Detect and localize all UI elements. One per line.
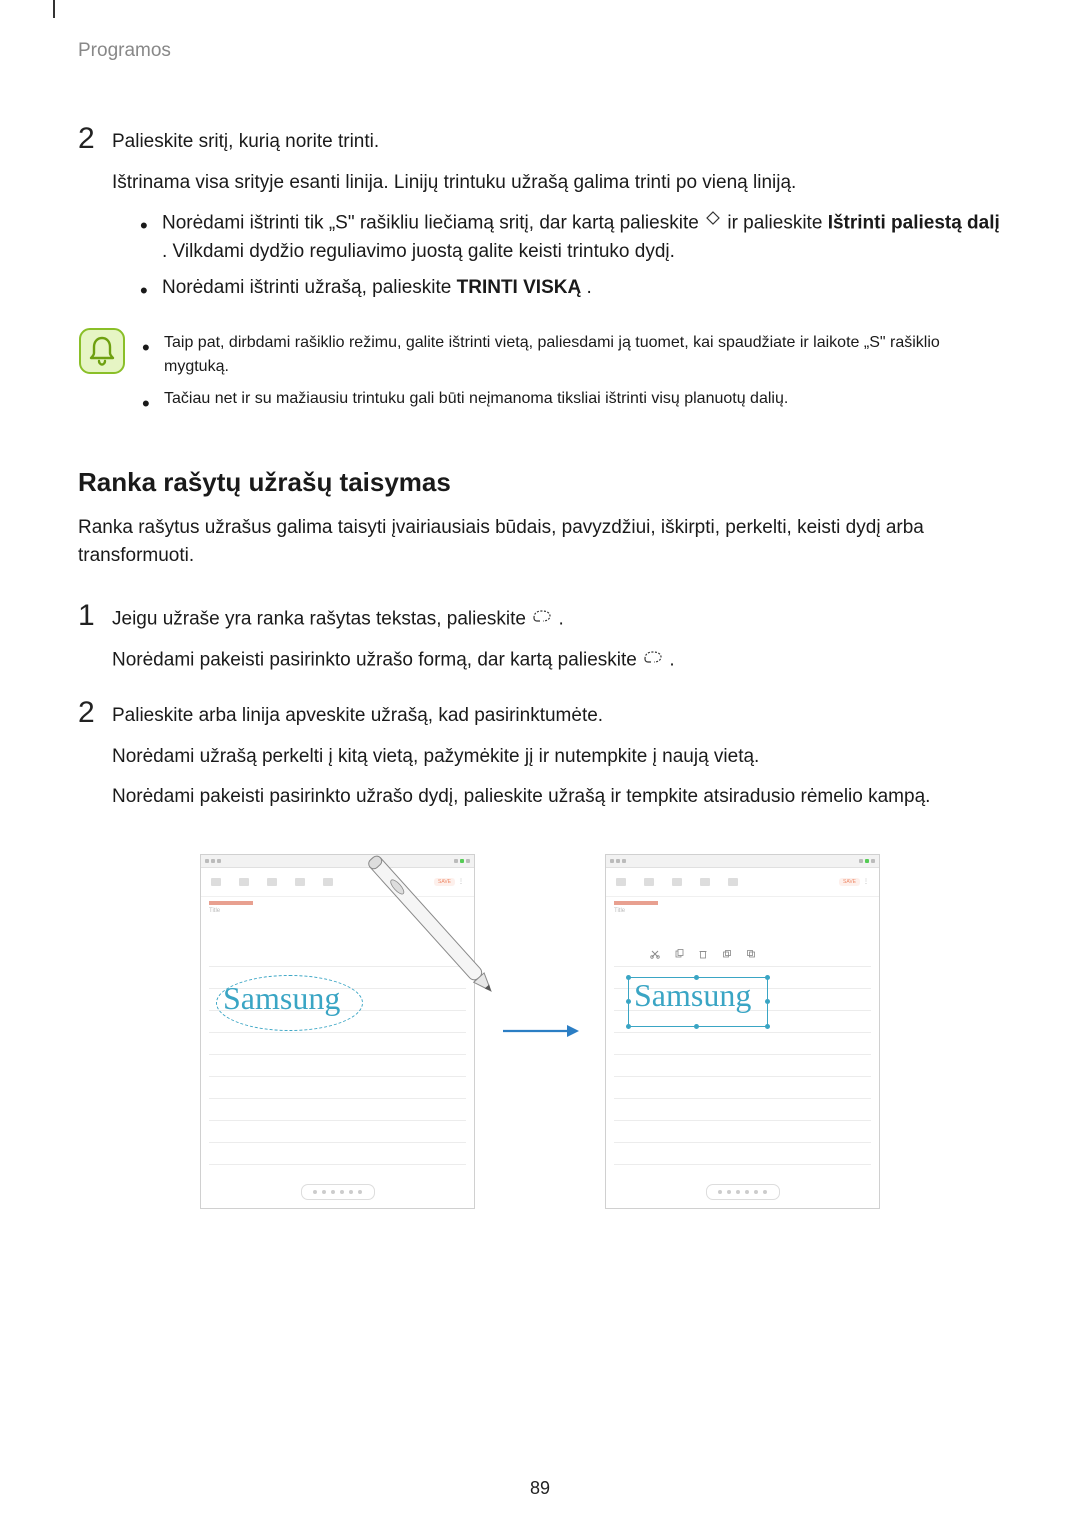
screenshot-toolbar: SAVE⋮ (606, 868, 879, 897)
step-1-select: 1 Jeigu užraše yra ranka rašytas tekstas… (78, 599, 1002, 687)
eraser-icon (704, 209, 722, 238)
step-text: Norėdami užrašą perkelti į kitą vietą, p… (112, 743, 1002, 772)
lasso-icon (642, 646, 664, 675)
info-body: Taip pat, dirbdami rašiklio režimu, gali… (142, 323, 1002, 419)
text-run: Norėdami ištrinti užrašą, palieskite (162, 277, 457, 298)
step-number: 2 (78, 696, 112, 729)
step-2-erase: 2 Palieskite sritį, kurią norite trinti.… (78, 122, 1002, 311)
section-header: Programos (78, 40, 1002, 62)
text-run: Norėdami pakeisti pasirinkto užrašo form… (112, 649, 642, 670)
step-text: Palieskite sritį, kurią norite trinti. (112, 128, 1002, 157)
handwriting-samsung: Samsung (634, 977, 751, 1014)
step-text: Jeigu užraše yra ranka rašytas tekstas, … (112, 605, 1002, 634)
text-run: . (559, 608, 564, 629)
bullet-list: Taip pat, dirbdami rašiklio režimu, gali… (142, 331, 1002, 411)
cut-icon (650, 949, 660, 959)
step-number: 1 (78, 599, 112, 632)
list-item: Tačiau net ir su mažiausiu trintuku gali… (142, 387, 1002, 411)
text-run: ir palieskite (727, 212, 827, 233)
screenshot-statusbar (606, 855, 879, 868)
screenshot-statusbar (201, 855, 474, 868)
subsection-heading: Ranka rašytų užrašų taisymas (78, 467, 1002, 498)
screenshot-after: SAVE⋮ Title (605, 854, 880, 1209)
screenshot-meta: Title (606, 897, 879, 914)
step-body: Palieskite sritį, kurią norite trinti. I… (112, 122, 1002, 311)
step-text: Norėdami pakeisti pasirinkto užrašo form… (112, 646, 1002, 675)
copy-icon (674, 949, 684, 959)
page-number: 89 (0, 1478, 1080, 1499)
arrow-icon (495, 1021, 585, 1041)
notebook-lines (209, 945, 466, 1165)
screenshot-before: SAVE⋮ Title Samsung (200, 854, 475, 1209)
step-text: Palieskite arba linija apveskite užrašą,… (112, 702, 1002, 731)
bullet-list: Norėdami ištrinti tik „S" rašikliu lieči… (140, 209, 1002, 303)
front-icon (722, 949, 732, 959)
step-body: Palieskite arba linija apveskite užrašą,… (112, 696, 1002, 824)
selection-toolbar (650, 949, 756, 959)
step-body: Jeigu užraše yra ranka rašytas tekstas, … (112, 599, 1002, 687)
step-text: Ištrinama visa srityje esanti linija. Li… (112, 169, 1002, 198)
subsection-intro: Ranka rašytus užrašus galima taisyti įva… (78, 514, 1002, 571)
back-icon (746, 949, 756, 959)
list-item: Taip pat, dirbdami rašiklio režimu, gali… (142, 331, 1002, 379)
step-number: 2 (78, 122, 112, 155)
bold-term: Ištrinti paliestą dalį (828, 212, 1000, 233)
delete-icon (698, 949, 708, 959)
list-item: Norėdami ištrinti užrašą, palieskite TRI… (140, 274, 1002, 303)
text-run: Norėdami ištrinti tik „S" rašikliu lieči… (162, 212, 704, 233)
screenshot-bottom-pill (301, 1184, 375, 1200)
page-content: Programos 2 Palieskite sritį, kurią nori… (0, 0, 1080, 1527)
bold-term: TRINTI VISKĄ (457, 277, 582, 298)
text-run: . (586, 277, 591, 298)
handwriting-samsung: Samsung (223, 980, 340, 1017)
list-item: Norėdami ištrinti tik „S" rašikliu lieči… (140, 209, 1002, 266)
text-run: . (669, 649, 674, 670)
text-run: Jeigu užraše yra ranka rašytas tekstas, … (112, 608, 531, 629)
step-2-select: 2 Palieskite arba linija apveskite užraš… (78, 696, 1002, 824)
screenshot-meta: Title (201, 897, 474, 914)
screenshot-toolbar: SAVE⋮ (201, 868, 474, 897)
figure-before-after: SAVE⋮ Title Samsung (78, 854, 1002, 1209)
note-bell-icon (78, 327, 126, 375)
lasso-icon (531, 605, 553, 634)
step-text: Norėdami pakeisti pasirinkto užrašo dydį… (112, 783, 1002, 812)
figure-left-wrap: SAVE⋮ Title Samsung (200, 854, 475, 1209)
screenshot-bottom-pill (706, 1184, 780, 1200)
text-run: . Vilkdami dydžio reguliavimo juostą gal… (162, 241, 675, 262)
info-callout: Taip pat, dirbdami rašiklio režimu, gali… (78, 323, 1002, 419)
